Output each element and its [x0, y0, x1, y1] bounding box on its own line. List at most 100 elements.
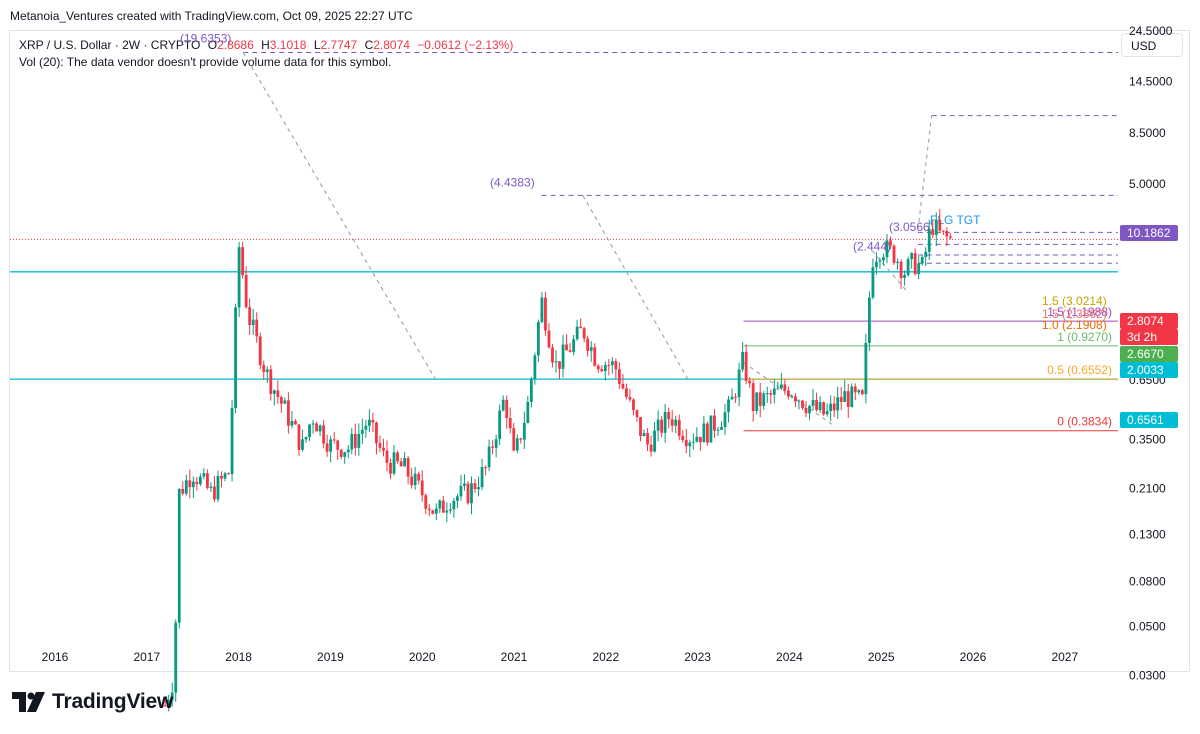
candle — [382, 438, 385, 457]
candle-body — [389, 462, 392, 474]
candle-body — [829, 403, 833, 411]
candle — [279, 395, 283, 413]
candle-body — [202, 473, 206, 477]
currency-button[interactable]: USD — [1121, 33, 1183, 57]
x-tick-label: 2023 — [684, 650, 711, 664]
candle-body — [934, 219, 938, 235]
change-value: −0.0612 (−2.13%) — [417, 38, 514, 52]
candle-body — [255, 319, 259, 337]
close-label: C — [364, 38, 374, 52]
candle — [389, 458, 392, 480]
candle — [853, 383, 857, 401]
y-tick-label: 0.3500 — [1129, 432, 1166, 446]
candle — [850, 383, 854, 408]
candle-body — [850, 386, 854, 407]
candle-body — [163, 705, 167, 707]
candle — [617, 362, 621, 389]
high-value: 3.1018 — [269, 38, 307, 52]
candle-body — [308, 424, 311, 438]
candle-body — [899, 261, 903, 279]
candle — [758, 382, 762, 418]
candle — [258, 332, 262, 370]
candle-body — [621, 383, 625, 389]
candle-body — [512, 428, 516, 451]
candle — [343, 451, 347, 464]
candle-body — [477, 487, 480, 490]
candle-body — [456, 496, 459, 501]
candle — [297, 424, 301, 457]
projection-line — [242, 52, 437, 381]
candle-body — [670, 419, 674, 426]
candle-body — [533, 355, 537, 379]
candle — [526, 395, 530, 424]
y-tick-label: 0.0300 — [1129, 669, 1166, 683]
candle — [558, 361, 561, 379]
candle — [276, 380, 280, 404]
candle-body — [410, 476, 414, 486]
candle-body — [487, 446, 491, 468]
candle — [572, 334, 576, 356]
candle-body — [304, 437, 308, 440]
tradingview-logo[interactable]: TradingView — [12, 690, 173, 714]
candle-body — [540, 297, 544, 323]
candle — [202, 468, 206, 480]
candle — [286, 392, 290, 434]
candle — [670, 410, 674, 433]
candle — [220, 471, 223, 488]
candle-body — [723, 412, 727, 427]
candle — [938, 209, 942, 233]
candle-body — [762, 393, 766, 406]
price-badge: 2.8074 — [1120, 313, 1178, 329]
candle-body — [431, 510, 435, 514]
candle-body — [593, 347, 597, 366]
x-tick-label: 2017 — [133, 650, 160, 664]
candle-body — [875, 261, 878, 268]
candle — [945, 227, 949, 247]
candle-body — [515, 438, 519, 451]
candle-body — [375, 422, 378, 444]
candle-body — [603, 365, 607, 372]
candle — [350, 427, 354, 455]
candle-body — [864, 342, 868, 395]
candle-body — [642, 433, 646, 437]
candle — [554, 350, 558, 373]
candle — [346, 445, 350, 459]
candle-body — [339, 449, 343, 457]
candle-body — [463, 483, 466, 486]
candle-body — [691, 441, 695, 443]
candle — [565, 333, 568, 351]
candle — [681, 429, 685, 443]
candle — [786, 386, 790, 400]
candle — [551, 343, 554, 368]
candle — [709, 415, 713, 443]
candle — [294, 419, 297, 425]
candle-body — [889, 240, 892, 246]
candle — [860, 388, 864, 396]
candle — [646, 427, 649, 451]
candle-body — [720, 426, 723, 430]
candle — [878, 257, 882, 269]
candle-body — [279, 397, 283, 404]
candle-body — [751, 383, 755, 411]
candle-body — [346, 449, 350, 453]
price-badge-text: 10.1862 — [1127, 226, 1171, 240]
candle — [776, 381, 780, 390]
candle — [568, 343, 572, 353]
candle-body — [727, 399, 730, 413]
candle — [639, 417, 642, 442]
candle-body — [772, 388, 776, 395]
candle-body — [322, 425, 326, 444]
candle — [794, 393, 797, 408]
candle-body — [227, 473, 230, 475]
projection-line — [917, 115, 933, 230]
candle-body — [867, 297, 871, 343]
candle-body — [885, 240, 889, 258]
candle — [371, 412, 375, 433]
candle-body — [653, 430, 656, 452]
candle — [448, 503, 452, 514]
candle-body — [744, 351, 748, 381]
candle — [353, 423, 357, 456]
candle — [698, 436, 702, 451]
fib-level-label: 0 (0.3834) — [1057, 415, 1112, 429]
